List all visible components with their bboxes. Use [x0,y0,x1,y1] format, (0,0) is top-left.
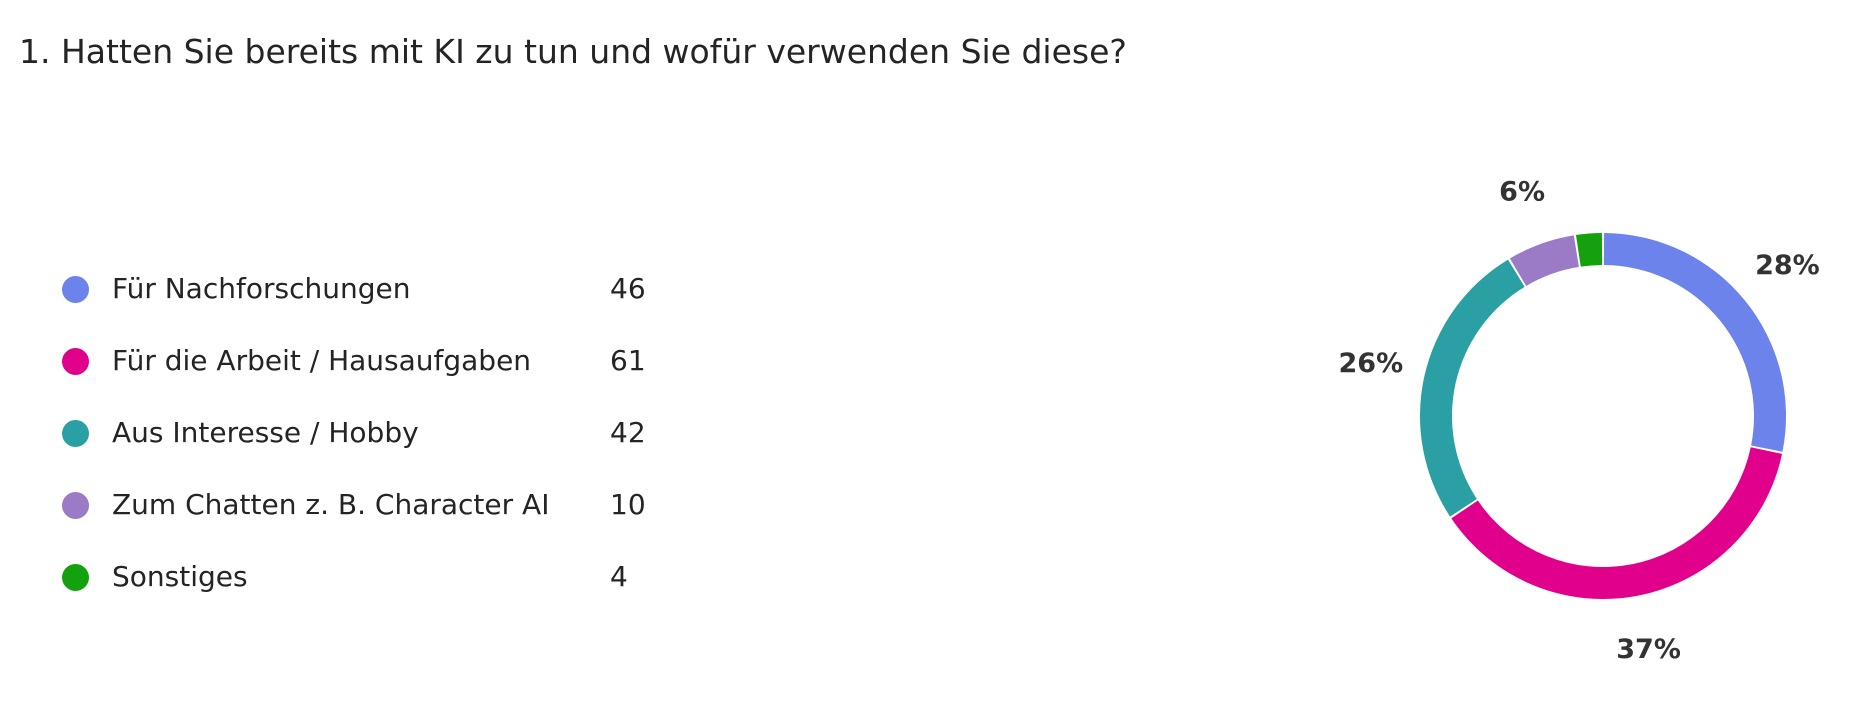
legend-item: Aus Interesse / Hobby 42 [62,408,662,480]
legend-count: 42 [610,416,646,449]
legend-color-dot [62,420,89,447]
legend-count: 61 [610,344,646,377]
donut-slice [1419,259,1525,517]
chart-legend: Für Nachforschungen 46 Für die Arbeit / … [62,264,662,624]
donut-slice [1575,233,1603,267]
slice-percent-label: 26% [1339,348,1404,379]
donut-slices [1419,233,1786,599]
legend-count: 10 [610,488,646,521]
legend-color-dot [62,492,89,519]
legend-count: 4 [610,560,628,593]
legend-color-dot [62,276,89,303]
legend-label: Aus Interesse / Hobby [112,416,419,449]
slice-percent-label: 28% [1755,250,1820,281]
donut-slice [1603,233,1786,452]
legend-label: Sonstiges [112,560,248,593]
legend-count: 46 [610,272,646,305]
donut-labels: 28% 37% 26% 6% [1339,177,1820,665]
question-title: 1. Hatten Sie bereits mit KI zu tun und … [19,32,1127,71]
legend-label: Für Nachforschungen [112,272,411,305]
legend-item: Sonstiges 4 [62,552,662,624]
legend-color-dot [62,564,89,591]
legend-item: Zum Chatten z. B. Character AI 10 [62,480,662,552]
slice-percent-label: 6% [1499,177,1545,208]
legend-color-dot [62,348,89,375]
legend-label: Für die Arbeit / Hausaufgaben [112,344,532,377]
legend-label: Zum Chatten z. B. Character AI [112,488,550,521]
legend-item: Für Nachforschungen 46 [62,264,662,336]
legend-item: Für die Arbeit / Hausaufgaben 61 [62,336,662,408]
donut-slice [1451,447,1783,599]
slice-percent-label: 37% [1616,634,1681,665]
donut-slice [1509,235,1579,286]
